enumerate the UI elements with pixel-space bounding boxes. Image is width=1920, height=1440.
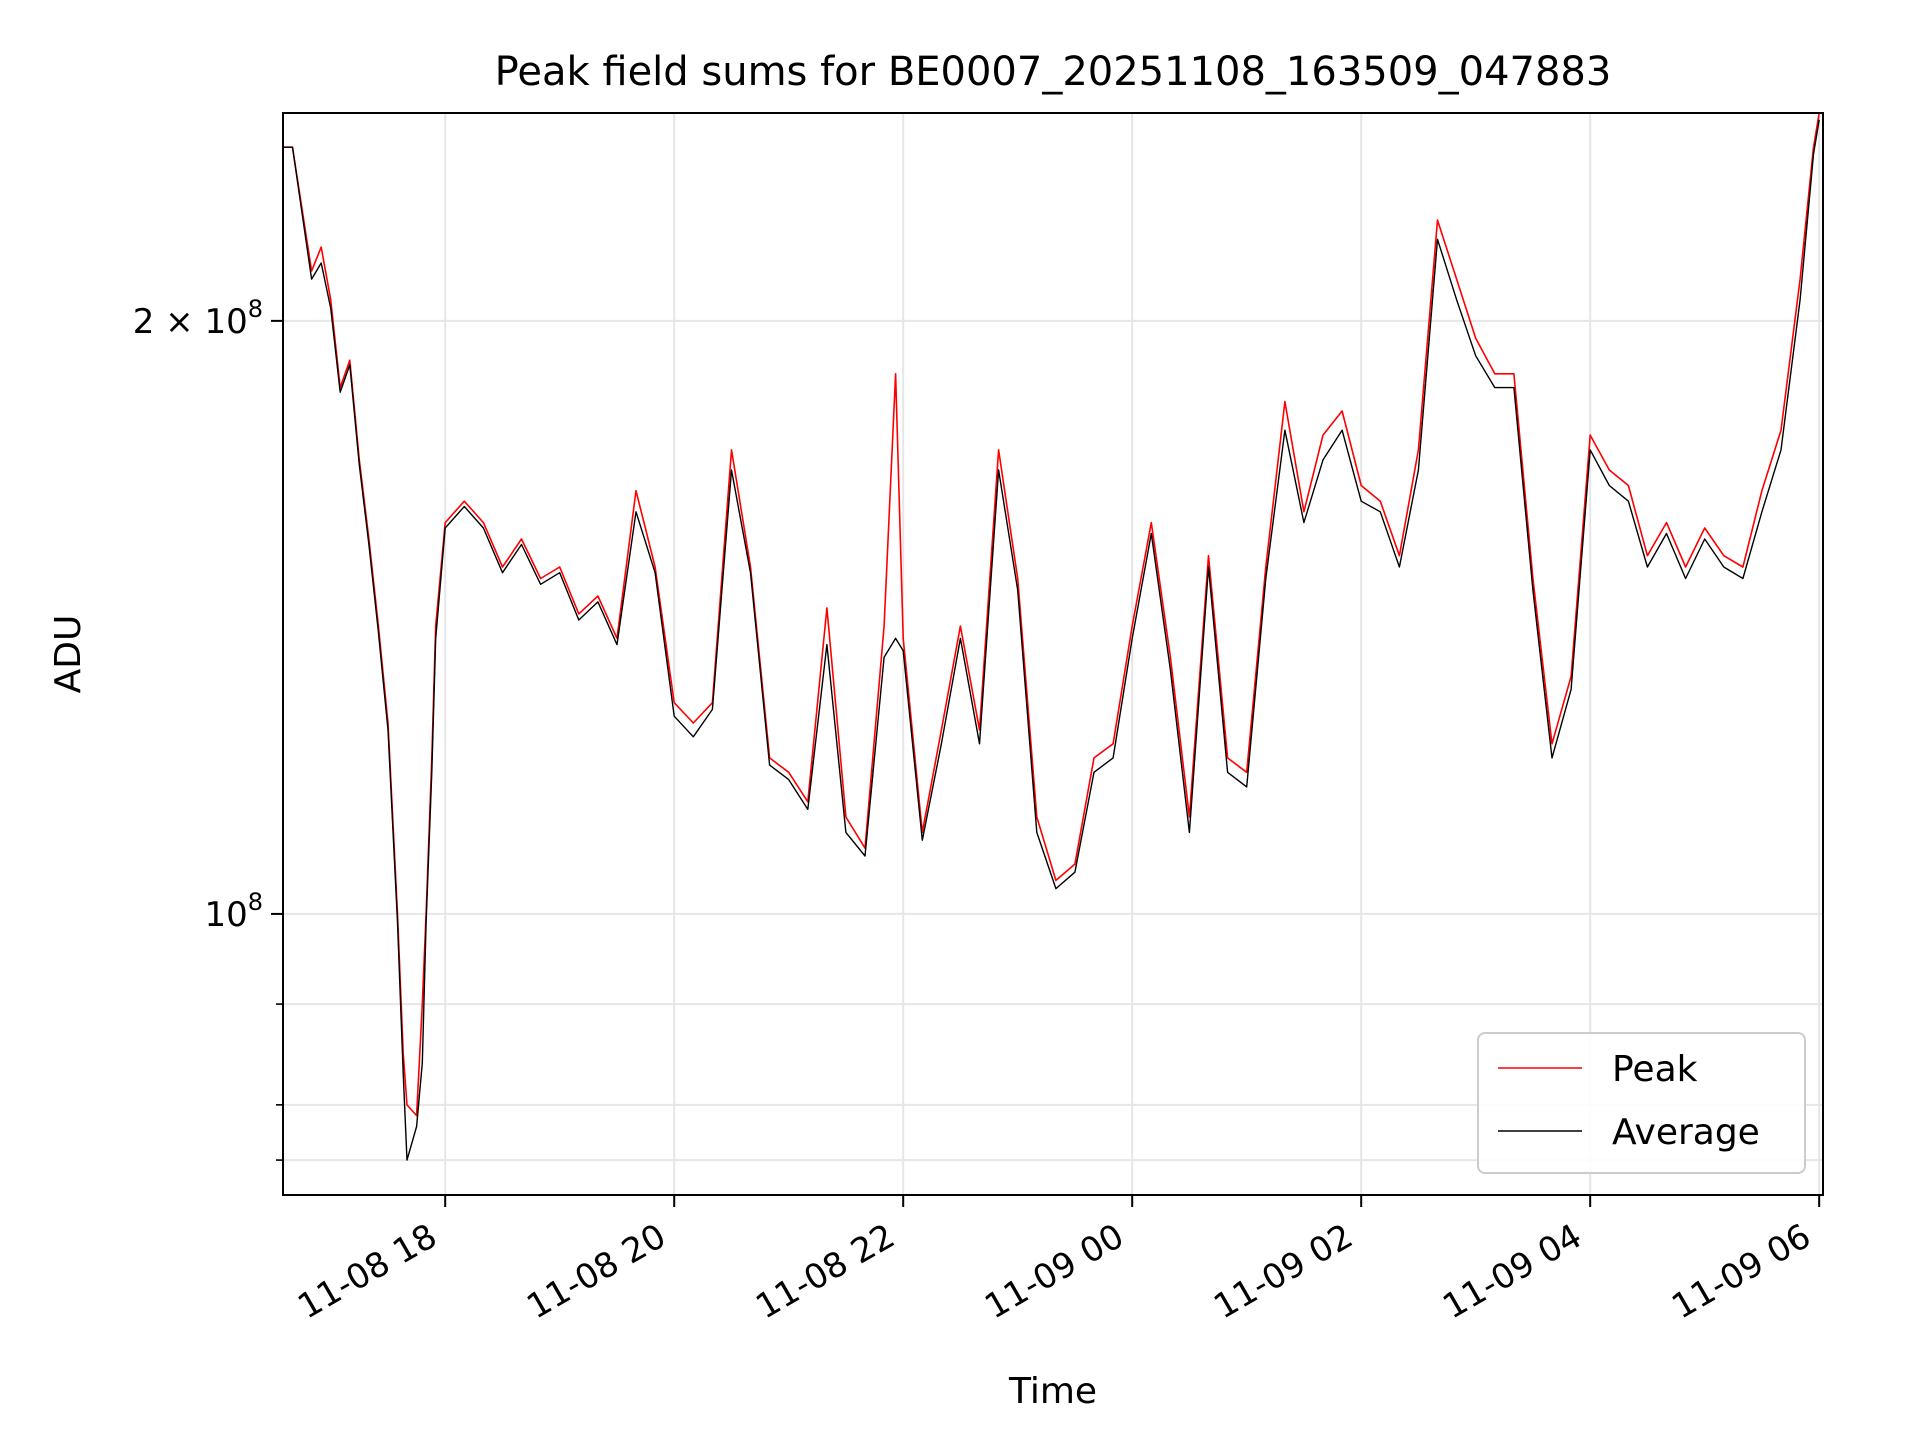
y-tick-label: 2 × 108: [133, 295, 263, 342]
plot-frame: [282, 112, 1824, 1196]
series-lines: [283, 113, 1820, 1161]
chart-title: Peak field sums for BE0007_20251108_1635…: [495, 49, 1612, 95]
y-axis: 108 2 × 108: [133, 295, 283, 1161]
y-tick-label: 108: [204, 888, 263, 935]
series-line-peak: [283, 113, 1820, 1117]
y-axis-label: ADU: [48, 615, 89, 694]
legend-label-peak: Peak: [1612, 1049, 1698, 1090]
legend-label-average: Average: [1612, 1112, 1760, 1153]
series-line-average: [283, 119, 1820, 1161]
x-axis-label: Time: [1008, 1371, 1097, 1412]
legend: Peak Average: [1477, 1032, 1806, 1174]
plot-area: [283, 113, 1823, 1195]
